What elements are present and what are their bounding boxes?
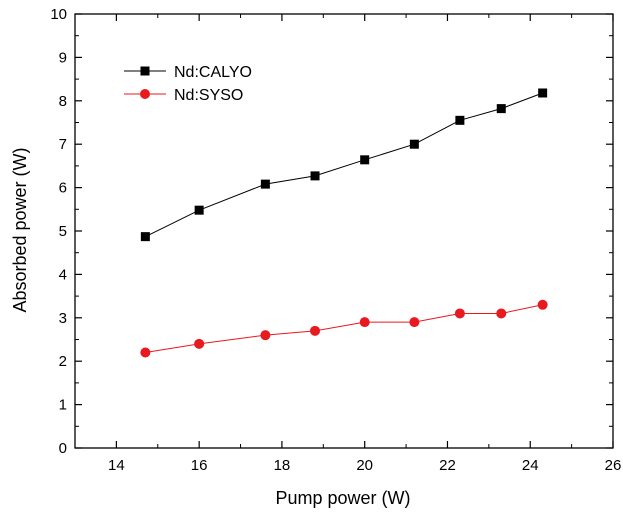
- series-line-nd-syso: [145, 304, 543, 354]
- data-point-nd-calyo: [360, 155, 370, 165]
- x-tick-label: 26: [605, 457, 622, 474]
- y-tick-label: 9: [59, 49, 67, 66]
- data-point-nd-calyo: [310, 171, 320, 181]
- x-tick-label: 20: [356, 457, 373, 474]
- legend-marker-nd-calyo: [140, 66, 150, 76]
- y-tick-label: 1: [59, 397, 67, 414]
- x-tick-label: 24: [522, 457, 539, 474]
- x-tick-label: 14: [108, 457, 125, 474]
- x-tick-label: 22: [439, 457, 456, 474]
- data-point-nd-syso: [409, 317, 420, 328]
- y-tick-label: 2: [59, 353, 67, 370]
- legend-label-nd-syso: Nd:SYSO: [174, 87, 243, 104]
- data-point-nd-syso: [454, 308, 465, 319]
- y-tick-label: 3: [59, 310, 67, 327]
- data-point-nd-syso: [537, 299, 548, 310]
- y-tick-label: 0: [59, 440, 67, 457]
- series-layer: [140, 88, 548, 358]
- x-tick-label: 18: [274, 457, 291, 474]
- data-point-nd-calyo: [538, 88, 548, 98]
- data-point-nd-syso: [140, 347, 151, 358]
- data-point-nd-calyo: [140, 232, 150, 242]
- y-tick-label: 10: [50, 6, 67, 23]
- y-tick-label: 6: [59, 180, 67, 197]
- data-point-nd-syso: [260, 330, 271, 341]
- y-axis-label: Absorbed power (W): [10, 147, 30, 312]
- data-point-nd-calyo: [409, 139, 419, 149]
- data-point-nd-syso: [194, 338, 205, 349]
- y-tick-label: 5: [59, 223, 67, 240]
- x-axis-label: Pump power (W): [275, 488, 410, 508]
- data-point-nd-syso: [359, 317, 370, 328]
- data-point-nd-calyo: [455, 115, 465, 125]
- data-point-nd-calyo: [496, 104, 506, 114]
- legend-label-nd-calyo: Nd:CALYO: [174, 64, 252, 81]
- x-tick-label: 16: [191, 457, 208, 474]
- axes-layer: 14 16 18 20 22 24 26 0 1 2 3 4 5 6 7 8 9 10: [50, 6, 621, 474]
- series-line-nd-calyo: [145, 92, 543, 238]
- y-tick-label: 4: [59, 266, 67, 283]
- data-point-nd-syso: [496, 308, 507, 319]
- data-point-nd-calyo: [194, 205, 204, 215]
- legend-marker-nd-syso: [140, 89, 150, 99]
- y-tick-label: 8: [59, 93, 67, 110]
- data-point-nd-syso: [310, 325, 321, 336]
- data-point-nd-calyo: [260, 179, 270, 189]
- y-tick-label: 7: [59, 136, 67, 153]
- legend: Nd:CALYO Nd:SYSO: [124, 64, 252, 104]
